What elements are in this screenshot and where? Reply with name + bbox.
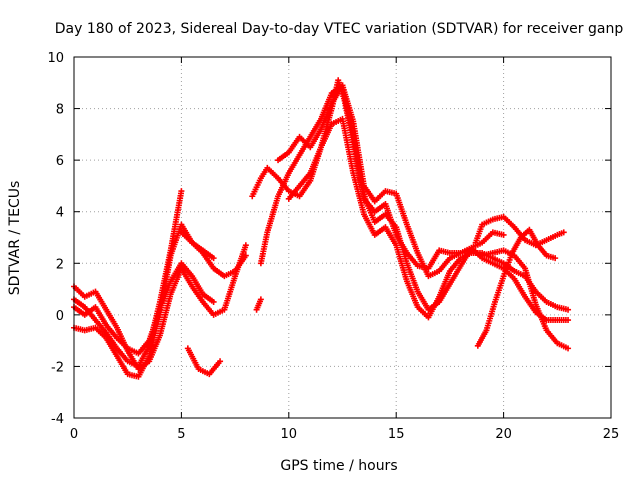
- series-trace-d: [71, 242, 249, 373]
- data-point-marker: [552, 255, 559, 262]
- data-layer: [71, 77, 572, 380]
- series-trace-l: [472, 213, 567, 249]
- y-tick-label: 10: [47, 51, 64, 66]
- y-tick-label: -2: [51, 360, 64, 375]
- series-trace-m: [474, 226, 559, 349]
- y-tick-label: 8: [56, 103, 64, 118]
- series-trace-g: [253, 296, 264, 313]
- data-point-marker: [210, 255, 217, 262]
- series-trace-f: [178, 229, 249, 280]
- y-tick-label: 0: [56, 309, 64, 324]
- y-tick-label: 2: [56, 257, 64, 272]
- data-point-marker: [565, 317, 572, 324]
- chart-title: Day 180 of 2023, Sidereal Day-to-day VTE…: [55, 21, 624, 37]
- x-tick-label: 10: [281, 427, 298, 442]
- x-axis-label: GPS time / hours: [280, 458, 397, 474]
- series-trace-c: [71, 260, 217, 357]
- x-tick-label: 5: [177, 427, 185, 442]
- x-tick-label: 15: [388, 427, 405, 442]
- data-point-marker: [178, 188, 185, 195]
- axis-ticks: 0 5 10 15 20 25 -4 -2 0 2 4 6 8 10: [47, 51, 619, 442]
- series-trace-k: [285, 115, 572, 321]
- data-point-marker: [217, 358, 224, 365]
- y-tick-label: 4: [56, 206, 64, 221]
- data-point-marker: [242, 252, 249, 259]
- data-point-marker: [210, 298, 217, 305]
- x-tick-label: 20: [495, 427, 512, 442]
- data-point-marker: [560, 229, 567, 236]
- data-point-marker: [500, 231, 507, 238]
- y-tick-label: 6: [56, 154, 64, 169]
- data-point-marker: [242, 242, 249, 249]
- data-point-marker: [565, 345, 572, 352]
- data-point-marker: [257, 296, 264, 303]
- x-tick-label: 25: [603, 427, 620, 442]
- series-trace-e: [184, 345, 224, 378]
- y-axis-label: SDTVAR / TECUs: [7, 181, 23, 296]
- x-tick-label: 0: [70, 427, 78, 442]
- data-point-marker: [565, 306, 572, 313]
- plot-frame: [73, 56, 612, 419]
- y-tick-label: -4: [51, 412, 64, 427]
